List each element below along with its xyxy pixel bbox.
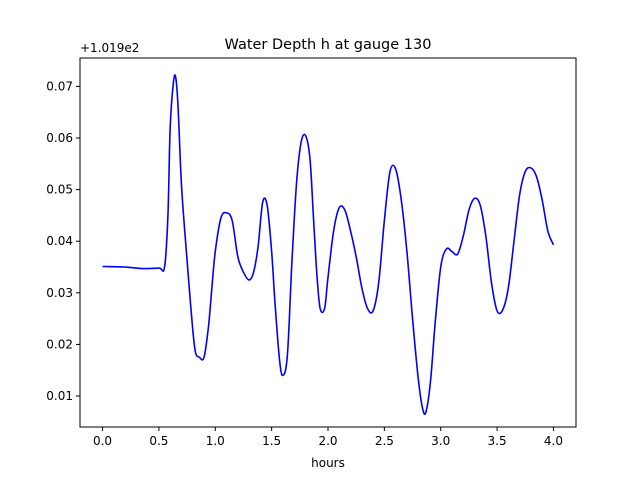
- x-tick-label: 2.5: [375, 434, 394, 448]
- x-tick-label: 1.5: [262, 434, 281, 448]
- y-tick-label: 0.06: [46, 131, 73, 145]
- chart-title: Water Depth h at gauge 130: [225, 37, 432, 53]
- y-tick-label: 0.02: [46, 337, 73, 351]
- y-tick-label: 0.07: [46, 79, 73, 93]
- y-tick-label: 0.03: [46, 286, 73, 300]
- y-tick-label: 0.01: [46, 389, 73, 403]
- x-tick-label: 3.0: [431, 434, 450, 448]
- y-tick-label: 0.05: [46, 183, 73, 197]
- x-tick-label: 4.0: [544, 434, 563, 448]
- x-tick-label: 0.0: [93, 434, 112, 448]
- x-axis-label: hours: [311, 456, 345, 470]
- x-tick-label: 2.0: [318, 434, 337, 448]
- plot-area: 0.0 0.5 1.0 1.5 2.0 2.5 3.0 3.5 4.0 0.01 0.02 0.03 0…: [46, 57, 577, 448]
- y-offset-label: +1.019e2: [80, 41, 139, 55]
- y-tick-label: 0.04: [46, 234, 73, 248]
- series-line-0: [102, 74, 555, 416]
- x-tick-label: 0.5: [149, 434, 168, 448]
- x-tick-label: 1.0: [206, 434, 225, 448]
- x-tick-label: 3.5: [488, 434, 507, 448]
